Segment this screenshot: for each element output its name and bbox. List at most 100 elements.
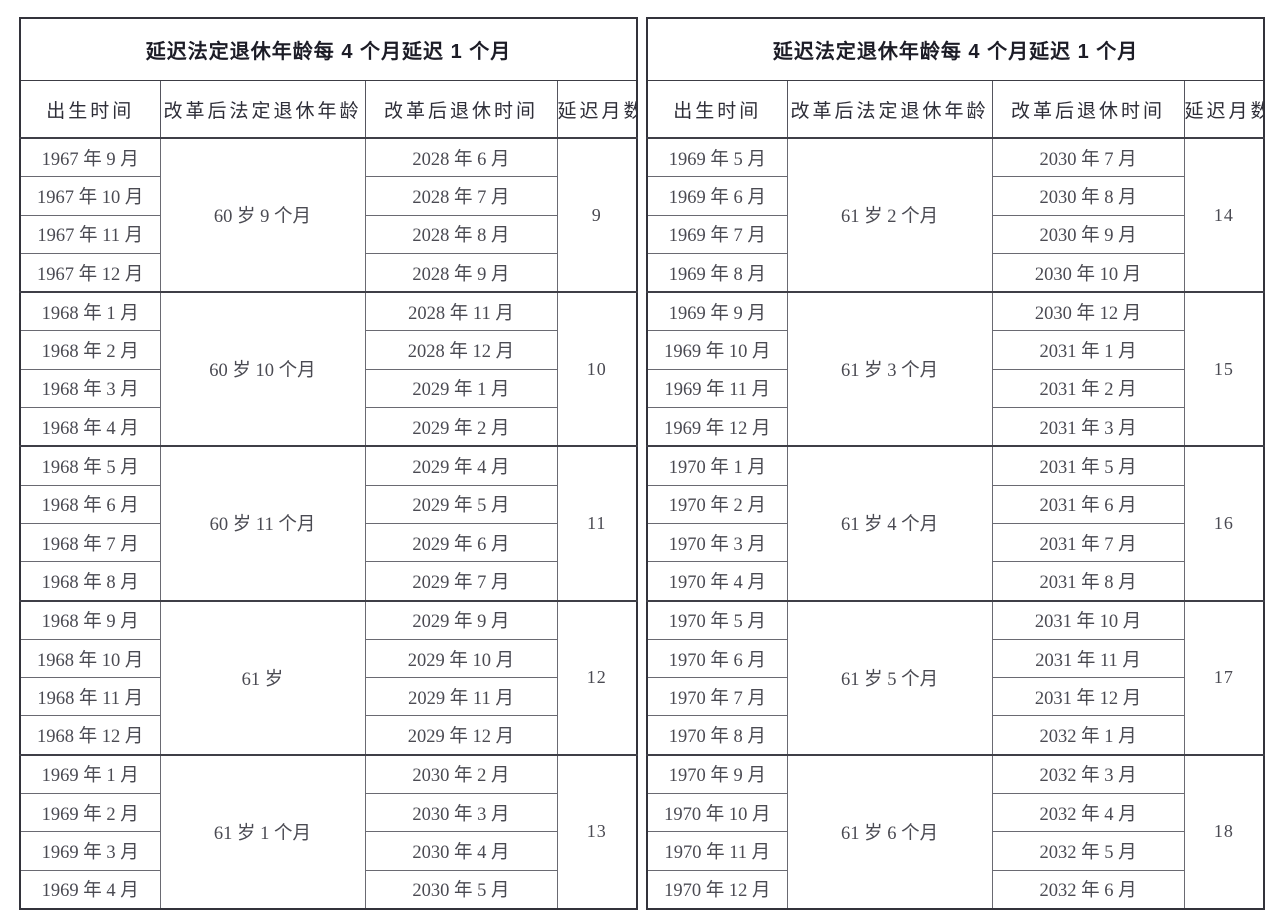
retire-month-cell: 2030 年 7 月 — [991, 137, 1185, 178]
statutory-age-cell: 61 岁 6 个月 — [786, 753, 993, 910]
retire-month-cell: 2032 年 5 月 — [991, 831, 1185, 871]
retire-month-cell: 2031 年 1 月 — [991, 330, 1185, 370]
birth-month-cell: 1969 年 9 月 — [646, 291, 788, 332]
birth-month-cell: 1968 年 3 月 — [19, 368, 161, 409]
statutory-age-cell: 61 岁 4 个月 — [786, 445, 993, 602]
table-row: 1969 年 3 月 2030 年 4 月 — [19, 831, 637, 871]
birth-month-cell: 1969 年 1 月 — [19, 753, 161, 795]
table-row: 1970 年 4 月 2031 年 8 月 — [646, 561, 1264, 602]
table-row: 1970 年 11 月 2032 年 5 月 — [646, 831, 1264, 871]
table-row: 1968 年 5 月 60 岁 11 个月 2029 年 4 月 11 — [19, 445, 638, 602]
column-header-delay-months: 延迟月数 — [1183, 80, 1265, 139]
table-row: 1968 年 12 月 2029 年 12 月 — [19, 715, 637, 756]
birth-month-cell: 1969 年 11 月 — [646, 368, 788, 409]
retire-month-cell: 2029 年 12 月 — [364, 715, 558, 756]
delay-months-cell: 15 — [1183, 291, 1265, 447]
birth-month-cell: 1970 年 12 月 — [646, 869, 788, 910]
table-title: 延迟法定退休年龄每 4 个月延迟 1 个月 — [647, 18, 1265, 81]
statutory-age-cell: 60 岁 10 个月 — [159, 291, 366, 447]
retirement-table-right: 延迟法定退休年龄每 4 个月延迟 1 个月 出生时间 改革后法定退休年龄 改革后退休时… — [646, 17, 1266, 910]
retire-month-cell: 2028 年 6 月 — [364, 137, 558, 178]
statutory-age-cell: 60 岁 11 个月 — [159, 445, 366, 602]
birth-month-cell: 1970 年 7 月 — [646, 677, 788, 717]
birth-month-cell: 1969 年 6 月 — [646, 176, 788, 216]
delay-months-cell: 17 — [1183, 599, 1265, 756]
birth-month-cell: 1970 年 1 月 — [646, 445, 788, 486]
statutory-age-cell: 61 岁 3 个月 — [786, 291, 993, 447]
delay-months-cell: 11 — [556, 445, 638, 602]
retire-month-cell: 2031 年 10 月 — [991, 599, 1185, 640]
delay-months-cell: 13 — [556, 753, 638, 910]
birth-month-cell: 1970 年 6 月 — [646, 638, 788, 679]
retire-month-cell: 2032 年 1 月 — [991, 715, 1185, 756]
retire-month-cell: 2031 年 8 月 — [991, 561, 1185, 602]
birth-month-cell: 1968 年 9 月 — [19, 599, 161, 640]
column-header-statutory-age-after-reform: 改革后法定退休年龄 — [159, 80, 366, 139]
birth-month-cell: 1967 年 10 月 — [19, 176, 161, 216]
delay-months-cell: 10 — [556, 291, 638, 447]
retirement-schedule-tables: 延迟法定退休年龄每 4 个月延迟 1 个月 出生时间 改革后法定退休年龄 改革后退休时… — [19, 17, 1266, 910]
table-row: 1969 年 9 月 61 岁 3 个月 2030 年 12 月 15 — [646, 291, 1265, 447]
birth-month-cell: 1970 年 10 月 — [646, 793, 788, 833]
table-row: 1968 年 8 月 2029 年 7 月 — [19, 561, 637, 602]
table-row: 1969 年 6 月 2030 年 8 月 — [646, 176, 1264, 216]
retire-month-cell: 2029 年 6 月 — [364, 522, 558, 563]
column-header-retire-time-after-reform: 改革后退休时间 — [364, 80, 558, 139]
table-row: 1968 年 7 月 2029 年 6 月 — [19, 522, 637, 563]
statutory-age-cell: 61 岁 — [159, 599, 366, 756]
retire-month-cell: 2030 年 4 月 — [364, 831, 558, 871]
delay-months-cell: 18 — [1183, 753, 1265, 910]
table-row: 1967 年 11 月 2028 年 8 月 — [19, 214, 637, 254]
retire-month-cell: 2031 年 2 月 — [991, 368, 1185, 409]
retire-month-cell: 2028 年 9 月 — [364, 252, 558, 293]
retire-month-cell: 2029 年 10 月 — [364, 638, 558, 679]
birth-month-cell: 1968 年 6 月 — [19, 484, 161, 524]
table-row: 1970 年 1 月 61 岁 4 个月 2031 年 5 月 16 — [646, 445, 1265, 602]
statutory-age-cell: 60 岁 9 个月 — [159, 136, 366, 293]
retire-month-cell: 2031 年 11 月 — [991, 638, 1185, 679]
table-row: 1970 年 9 月 61 岁 6 个月 2032 年 3 月 18 — [646, 753, 1265, 910]
retire-month-cell: 2029 年 1 月 — [364, 368, 558, 409]
retire-month-cell: 2030 年 3 月 — [364, 793, 558, 833]
table-row: 1969 年 7 月 2030 年 9 月 — [646, 214, 1264, 254]
birth-month-cell: 1968 年 1 月 — [19, 291, 161, 332]
retire-month-cell: 2029 年 2 月 — [364, 407, 558, 447]
column-header-delay-months: 延迟月数 — [556, 80, 638, 139]
retire-month-cell: 2031 年 6 月 — [991, 484, 1185, 524]
delay-months-cell: 9 — [556, 136, 638, 293]
birth-month-cell: 1968 年 10 月 — [19, 638, 161, 679]
retire-month-cell: 2029 年 11 月 — [364, 677, 558, 717]
table-row: 1968 年 1 月 60 岁 10 个月 2028 年 11 月 10 — [19, 291, 638, 447]
birth-month-cell: 1967 年 11 月 — [19, 214, 161, 254]
birth-month-cell: 1968 年 2 月 — [19, 330, 161, 370]
birth-month-cell: 1969 年 8 月 — [646, 252, 788, 293]
retire-month-cell: 2030 年 9 月 — [991, 214, 1185, 254]
retire-month-cell: 2032 年 3 月 — [991, 753, 1185, 795]
table-row: 1970 年 3 月 2031 年 7 月 — [646, 522, 1264, 563]
birth-month-cell: 1967 年 9 月 — [19, 137, 161, 178]
retire-month-cell: 2030 年 10 月 — [991, 252, 1185, 293]
birth-month-cell: 1969 年 12 月 — [646, 407, 788, 447]
table-row: 1970 年 7 月 2031 年 12 月 — [646, 677, 1264, 717]
table-row: 1970 年 6 月 2031 年 11 月 — [646, 638, 1264, 679]
table-row: 1968 年 6 月 2029 年 5 月 — [19, 484, 637, 524]
birth-month-cell: 1968 年 12 月 — [19, 715, 161, 756]
table-row: 1968 年 11 月 2029 年 11 月 — [19, 677, 637, 717]
retire-month-cell: 2028 年 8 月 — [364, 214, 558, 254]
birth-month-cell: 1969 年 10 月 — [646, 330, 788, 370]
table-row: 1968 年 3 月 2029 年 1 月 — [19, 368, 637, 409]
birth-month-cell: 1968 年 5 月 — [19, 445, 161, 486]
birth-month-cell: 1970 年 2 月 — [646, 484, 788, 524]
column-header-birth-time: 出生时间 — [646, 80, 788, 139]
delay-months-cell: 16 — [1183, 445, 1265, 602]
retire-month-cell: 2028 年 12 月 — [364, 330, 558, 370]
birth-month-cell: 1970 年 11 月 — [646, 831, 788, 871]
table-row: 1967 年 12 月 2028 年 9 月 — [19, 252, 637, 293]
retire-month-cell: 2030 年 2 月 — [364, 753, 558, 795]
table-row: 1968 年 2 月 2028 年 12 月 — [19, 330, 637, 370]
table-row: 1968 年 4 月 2029 年 2 月 — [19, 407, 637, 447]
birth-month-cell: 1968 年 11 月 — [19, 677, 161, 717]
birth-month-cell: 1969 年 7 月 — [646, 214, 788, 254]
table-row: 1969 年 5 月 61 岁 2 个月 2030 年 7 月 14 — [646, 136, 1265, 293]
birth-month-cell: 1970 年 8 月 — [646, 715, 788, 756]
